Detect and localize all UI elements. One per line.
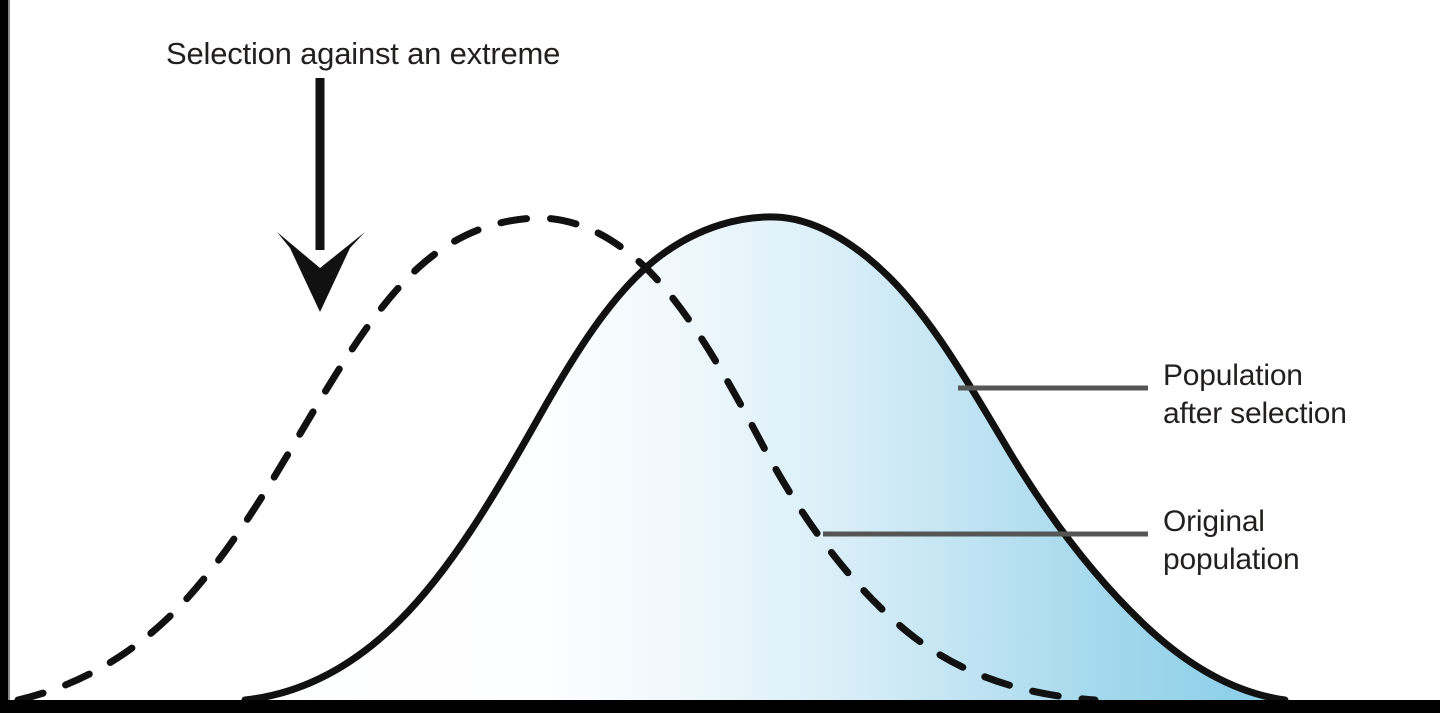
population-after-selection-label-line1: Population (1163, 359, 1303, 392)
original-population-label-line1: Original (1163, 505, 1265, 538)
population-after-selection-label-line2: after selection (1163, 397, 1347, 430)
selection-title-label: Selection against an extreme (166, 36, 561, 71)
left-border-hairline (8, 0, 10, 713)
population-after-selection-label: Population after selection (1163, 357, 1347, 433)
original-population-label: Original population (1163, 503, 1300, 579)
population-after-selection-curve (241, 213, 1289, 704)
population-after-selection-fill (245, 216, 1285, 700)
original-population-label-line2: population (1163, 543, 1300, 576)
original-population-curve (14, 214, 1099, 704)
left-border (0, 0, 8, 713)
baseline-axis (0, 700, 1440, 713)
selection-arrow-head (277, 232, 365, 312)
